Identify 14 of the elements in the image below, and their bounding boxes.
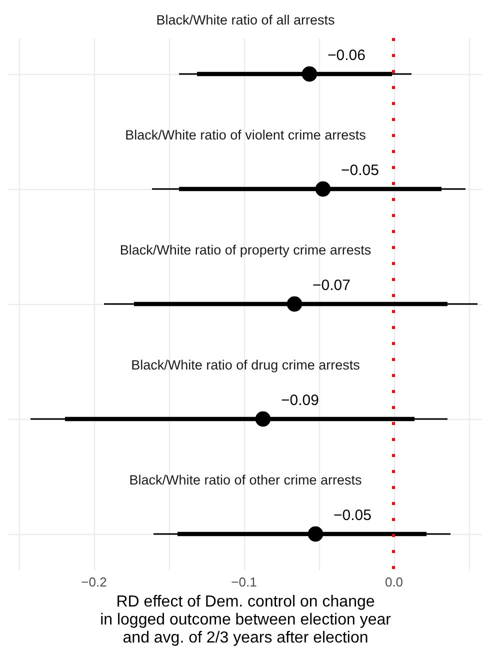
x-tick-label: −0.2	[81, 574, 107, 590]
data-label: −0.07	[312, 277, 350, 294]
y-tick-label: Black/White ratio of other crime arrests	[129, 472, 362, 488]
y-tick-label: Black/White ratio of drug crime arrests	[131, 358, 360, 372]
y-tick-label: Black/White ratio of violent crime arrests	[125, 128, 366, 142]
data-label: −0.05	[334, 507, 372, 524]
y-tick-label: Black/White ratio of all arrests	[156, 12, 336, 28]
data-label: −0.06	[328, 46, 366, 64]
x-tick-label: −0.1	[231, 574, 257, 590]
data-label: −0.09	[281, 392, 319, 409]
x-axis-title: RD effect of Dem. control on change in logged outcome between election year and avg. of 2/3 years after election	[100, 594, 392, 646]
x-tick-label: 0.0	[384, 574, 404, 590]
data-label: −0.05	[341, 162, 379, 179]
y-tick-label: Black/White ratio of property crime arrests	[120, 242, 372, 258]
